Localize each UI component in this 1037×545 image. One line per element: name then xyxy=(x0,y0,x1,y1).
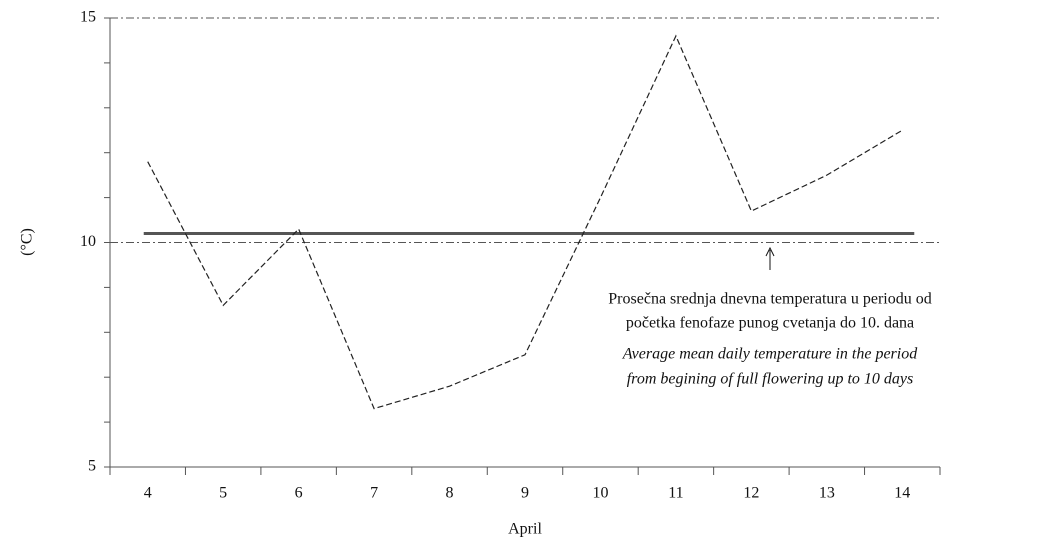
x-axis-label: April xyxy=(508,521,542,538)
line-series xyxy=(147,34,903,410)
annotation: Prosečna srednja dnevna temperatura u pe… xyxy=(608,291,931,308)
x-tick-label: 9 xyxy=(521,485,529,502)
arrow-head xyxy=(765,246,775,257)
x-tick-label: 10 xyxy=(592,485,608,502)
x-tick-label: 6 xyxy=(295,485,303,502)
x-tick-label: 7 xyxy=(370,485,378,502)
y-tick-label: 5 xyxy=(88,458,96,475)
x-tick-label: 13 xyxy=(819,485,835,502)
x-tick-label: 11 xyxy=(668,485,683,502)
annotation: Average mean daily temperature in the pe… xyxy=(622,346,918,363)
x-tick-label: 4 xyxy=(144,485,152,502)
annotation: from begining of full flowering up to 10… xyxy=(627,371,914,388)
y-tick-label: 10 xyxy=(80,233,96,250)
x-tick-label: 5 xyxy=(219,485,227,502)
annotation: početka fenofaze punog cvetanja do 10. d… xyxy=(626,315,914,332)
x-tick-label: 8 xyxy=(446,485,454,502)
x-tick-label: 14 xyxy=(894,485,910,502)
x-tick-label: 12 xyxy=(743,485,759,502)
y-tick-label: 15 xyxy=(80,9,96,26)
y-axis-label: (°C) xyxy=(19,228,36,256)
